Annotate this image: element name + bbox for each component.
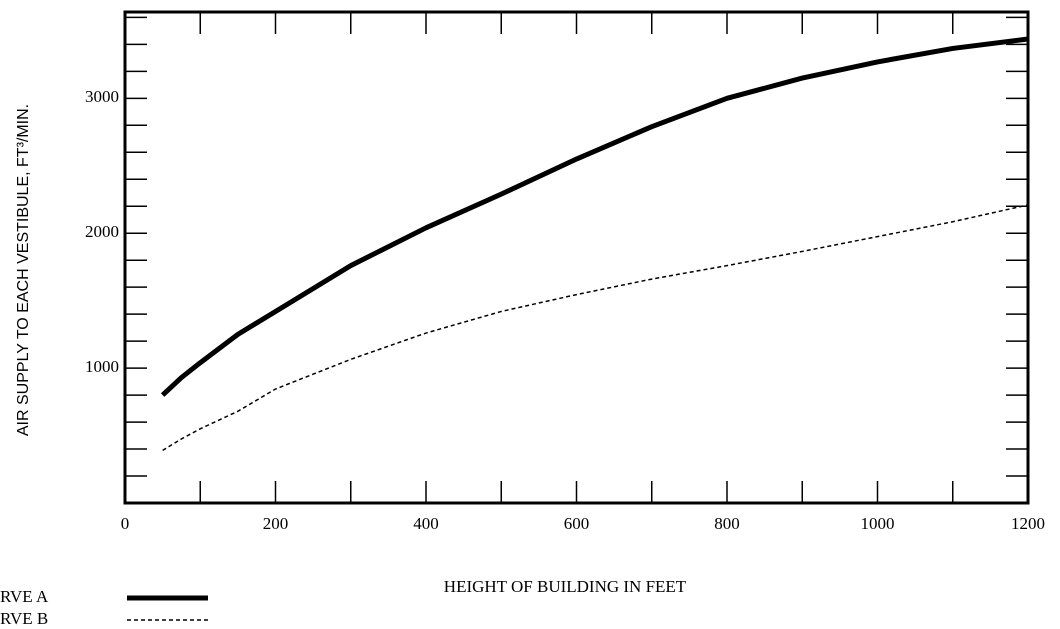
y-tick-label: 2000 [85, 222, 119, 241]
x-tick-label: 400 [413, 514, 439, 533]
x-tick-label: 0 [121, 514, 130, 533]
x-axis-label: HEIGHT OF BUILDING IN FEET [444, 577, 687, 596]
x-tick-label: 800 [714, 514, 740, 533]
legend-label: RVE B [0, 609, 48, 628]
x-tick-label: 600 [564, 514, 590, 533]
x-tick-label: 1000 [861, 514, 895, 533]
x-tick-label: 200 [263, 514, 289, 533]
data-line [160, 36, 1029, 397]
data-line [162, 204, 1029, 452]
y-tick-label: 1000 [85, 357, 119, 376]
x-tick-label: 1200 [1011, 514, 1045, 533]
y-axis-label: AIR SUPPLY TO EACH VESTIBULE, FT³/MIN. [15, 104, 32, 436]
plot-frame [123, 10, 1030, 505]
y-tick-label: 3000 [85, 87, 119, 106]
legend-label: RVE A [0, 587, 49, 606]
